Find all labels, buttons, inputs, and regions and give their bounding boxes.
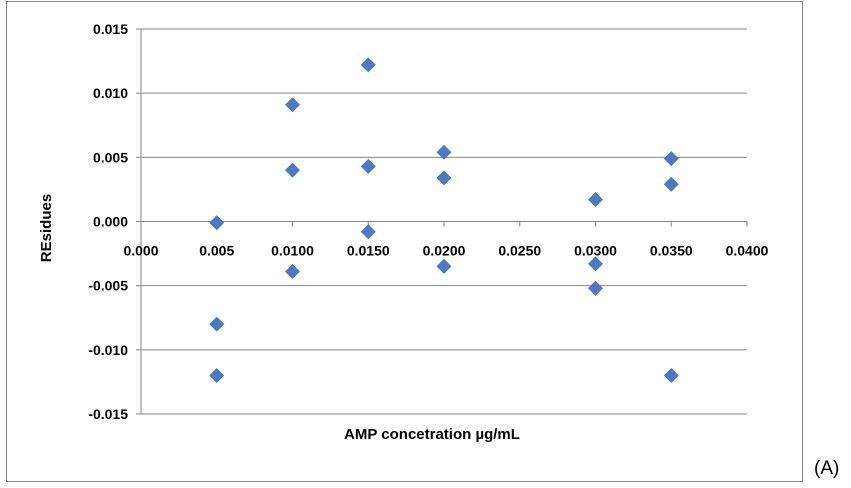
x-tick-label: 0.005: [199, 243, 234, 259]
y-tick-label: 0.000: [93, 214, 128, 230]
x-axis-title: AMP concetration µg/mL: [344, 426, 520, 443]
x-tick-label: 0.0400: [726, 243, 769, 259]
data-point: [436, 170, 452, 186]
y-tick-labels: 0.015 0.010 0.005 0.000 -0.005 -0.010 -0.015: [88, 21, 128, 422]
data-point: [436, 258, 452, 274]
y-tick-label: -0.010: [88, 342, 128, 358]
data-point: [285, 162, 300, 178]
data-point: [588, 280, 603, 296]
x-tick-label: 0.0300: [574, 243, 617, 259]
data-point: [663, 151, 679, 167]
data-point: [436, 144, 452, 160]
x-tick-label: 0.0250: [498, 243, 541, 259]
y-tick-label: 0.015: [93, 21, 128, 37]
data-point: [360, 57, 376, 73]
data-point: [663, 176, 679, 192]
y-tick-label: -0.015: [88, 406, 128, 422]
data-point: [663, 368, 679, 383]
data-point: [360, 158, 376, 174]
data-point: [209, 316, 225, 332]
data-point: [285, 264, 300, 280]
y-tick-label: -0.005: [88, 278, 128, 294]
data-point: [209, 215, 225, 231]
data-point: [360, 224, 376, 240]
x-tick-labels: 0.000 0.005 0.0100 0.0150 0.0200 0.0250 0.0300…: [123, 243, 768, 259]
x-tick-label: 0.0200: [423, 243, 466, 259]
panel-label: (A): [814, 458, 840, 479]
x-tick-label: 0.0350: [650, 243, 693, 259]
data-point: [285, 97, 300, 113]
data-point: [588, 256, 603, 272]
y-axis-title: REsidues: [38, 194, 55, 262]
residual-scatter-plot: 0.015 0.010 0.005 0.000 -0.005 -0.010 -0.015 0…: [38, 21, 769, 443]
x-tick-label: 0.0150: [347, 243, 390, 259]
chart-frame: 0.015 0.010 0.005 0.000 -0.005 -0.010 -0.015 0…: [6, 1, 803, 482]
y-tick-label: 0.005: [93, 149, 128, 165]
y-tick-label: 0.010: [93, 85, 128, 101]
x-tick-label: 0.0100: [271, 243, 314, 259]
axes: [136, 28, 748, 415]
data-point: [588, 192, 603, 208]
x-tick-label: 0.000: [123, 243, 158, 259]
data-point: [209, 368, 225, 383]
data-points: [209, 57, 679, 383]
